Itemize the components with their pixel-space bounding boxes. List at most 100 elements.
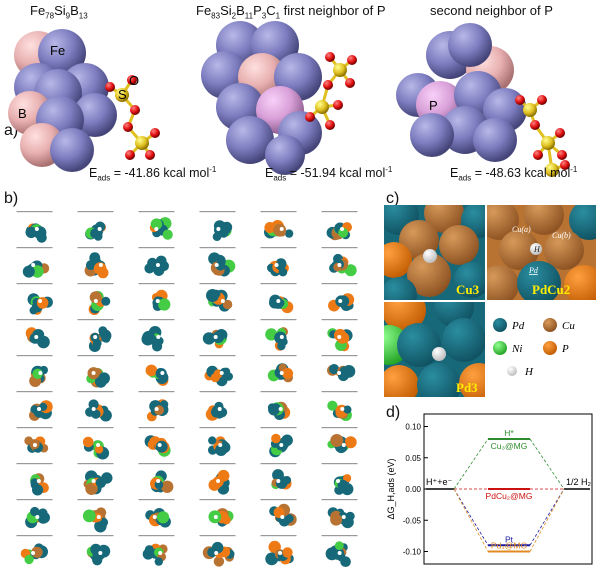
legend-swatch-p xyxy=(543,341,557,355)
y-tick-label: -0.10 xyxy=(403,548,422,557)
cluster-thumbnail xyxy=(199,247,236,277)
cluster-thumbnail xyxy=(77,463,114,495)
cluster-thumbnail xyxy=(321,535,358,567)
tile-label-pd3: Pd3 xyxy=(456,380,478,395)
molecule-1 xyxy=(105,75,160,160)
level-label: H* xyxy=(504,428,514,438)
cluster-thumbnail xyxy=(138,499,175,528)
atom-label-s: S xyxy=(118,87,127,102)
atom-label-p: P xyxy=(429,98,438,113)
cluster-thumbnail xyxy=(77,535,114,566)
cluster-thumbnail xyxy=(77,283,114,315)
cluster-thumbnail xyxy=(199,391,236,421)
level-label: Pt xyxy=(505,534,514,544)
connector-line xyxy=(529,488,565,552)
label-cu-a: Cu(a) xyxy=(512,225,531,234)
cluster-thumbnail xyxy=(321,211,358,241)
panel-a-molecules: Fe B S O xyxy=(8,21,570,177)
cluster-thumbnail xyxy=(260,211,297,239)
cluster-thumbnail xyxy=(77,247,114,279)
cluster-thumbnail xyxy=(77,427,114,460)
cluster-fe78si9b13 xyxy=(8,29,117,172)
connector-line xyxy=(529,488,565,546)
cluster-thumbnail xyxy=(77,355,114,388)
cluster-thumbnail xyxy=(199,535,236,567)
legend: Pd Cu Ni P H xyxy=(493,318,575,378)
cluster-thumbnail xyxy=(199,211,236,241)
legend-h: H xyxy=(524,366,534,378)
connector-line xyxy=(453,488,489,552)
y-axis-label: ΔG_H,ads (eV) xyxy=(386,458,396,519)
title-a1: Fe78Si9B13 xyxy=(30,3,88,21)
molecule-3 xyxy=(515,95,570,177)
tile-label-pdcu2: PdCu2 xyxy=(532,282,570,297)
cluster-thumbnail xyxy=(16,319,53,349)
cluster-fe83si2b11p3c1 xyxy=(201,21,322,175)
title-a2: Fe83Si2B11P3C1 first neighbor of P xyxy=(196,3,386,21)
y-tick-label: -0.05 xyxy=(403,516,422,525)
cluster-thumbnail xyxy=(138,391,175,422)
tile-label-cu3: Cu3 xyxy=(456,282,480,297)
legend-swatch-pd xyxy=(493,318,507,332)
tile-pdcu2 xyxy=(487,205,596,300)
cluster-thumbnail xyxy=(77,499,114,533)
legend-ni: Ni xyxy=(511,343,522,355)
cluster-thumbnail xyxy=(16,355,53,387)
cluster-thumbnail xyxy=(77,319,114,352)
cluster-thumbnail xyxy=(260,499,297,527)
cluster-thumbnail xyxy=(16,427,53,453)
cluster-thumbnail xyxy=(16,247,53,278)
cluster-thumbnail xyxy=(77,391,114,422)
legend-pd: Pd xyxy=(511,320,525,332)
cluster-thumbnail xyxy=(138,283,175,311)
cluster-thumbnail xyxy=(138,463,175,493)
atom-label-b: B xyxy=(18,106,27,121)
cluster-thumbnail xyxy=(260,463,297,490)
cluster-thumbnail xyxy=(321,391,358,421)
cluster-thumbnail xyxy=(199,463,236,495)
legend-p: P xyxy=(561,343,569,355)
cluster-thumbnail xyxy=(321,247,358,277)
panel-c-label: c) xyxy=(386,190,400,207)
cluster-thumbnail xyxy=(260,391,297,420)
free-energy-chart: ΔG_H,ads (eV) 0.10 0.05 0.00 -0.05 -0.10 H* C… xyxy=(386,413,593,565)
y-tick-label: 0.00 xyxy=(405,485,421,494)
cluster-thumbnail xyxy=(138,247,175,276)
cluster-thumbnail xyxy=(138,355,175,386)
y-tick-label: 0.05 xyxy=(405,454,421,463)
right-state-label: 1/2 H₂ xyxy=(566,477,592,487)
cluster-thumbnail xyxy=(260,247,297,277)
legend-swatch-ni xyxy=(493,341,507,355)
cluster-thumbnail xyxy=(260,355,297,383)
cluster-thumbnail xyxy=(138,319,175,352)
y-tick-label: 0.10 xyxy=(405,423,421,432)
cluster-thumbnail xyxy=(16,499,53,529)
cluster-thumbnail xyxy=(260,283,297,314)
panel-b-label: b) xyxy=(4,190,19,207)
cluster-thumbnail xyxy=(321,463,358,496)
atom-label-o: O xyxy=(129,73,139,88)
title-a3: second neighbor of P xyxy=(430,3,553,18)
tile-cu3 xyxy=(384,205,485,300)
cluster-thumbnail xyxy=(199,427,236,456)
cluster-thumbnail xyxy=(138,427,175,457)
left-state-label: H⁺+e⁻ xyxy=(426,477,453,487)
atom-label-fe: Fe xyxy=(50,43,65,58)
cluster-thumbnail xyxy=(16,391,53,421)
legend-swatch-h xyxy=(507,366,517,376)
cluster-thumbnail xyxy=(138,211,175,240)
cluster-thumbnail xyxy=(260,535,297,566)
cluster-thumbnail xyxy=(321,427,358,454)
cluster-thumbnail xyxy=(77,211,114,241)
level-label: PdCu₂@MG xyxy=(486,491,533,501)
cluster-thumbnail xyxy=(16,463,53,496)
cluster-thumbnail xyxy=(16,535,53,565)
cluster-thumbnail xyxy=(199,355,236,387)
cluster-thumbnail xyxy=(199,283,236,312)
cluster-thumbnail xyxy=(321,283,358,312)
label-pd-small: Pd xyxy=(528,266,539,275)
cluster-thumbnail xyxy=(260,427,297,458)
eads-1: Eads = -41.86 kcal mol-1 xyxy=(89,165,217,183)
eads-2: Eads = -51.94 kcal mol-1 xyxy=(265,165,393,183)
